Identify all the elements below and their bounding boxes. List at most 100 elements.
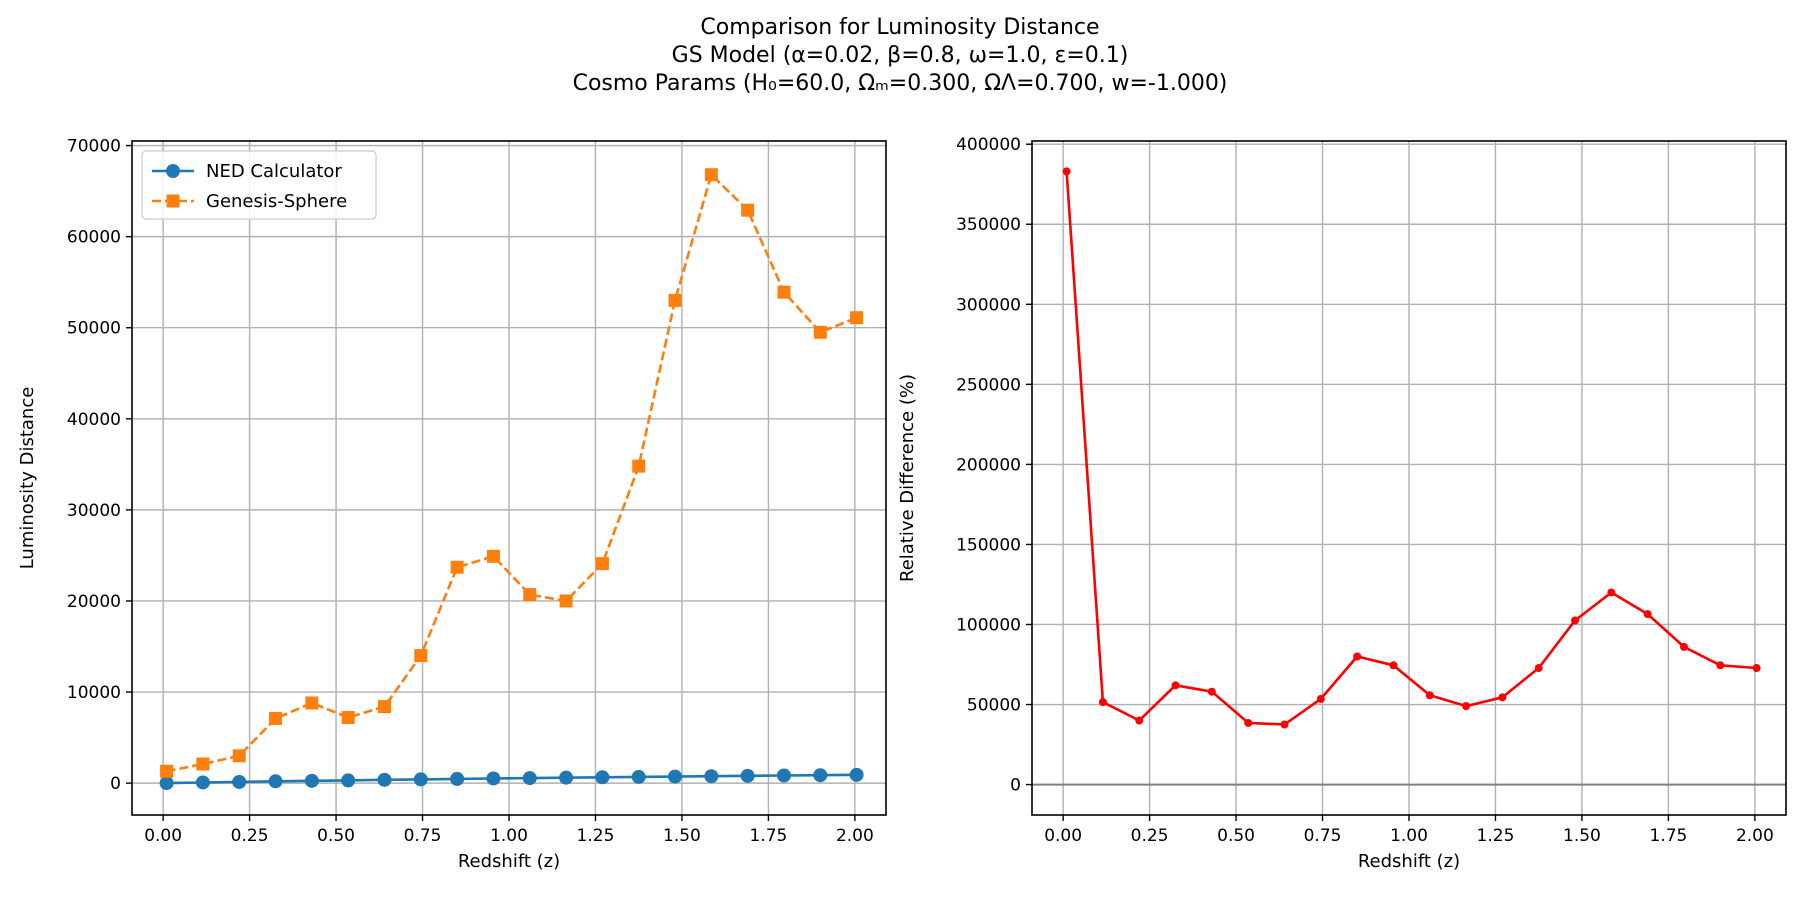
data-point	[232, 749, 246, 763]
data-point	[1171, 681, 1180, 690]
data-point	[595, 770, 610, 785]
data-point	[1316, 694, 1325, 703]
data-point	[413, 772, 428, 787]
series-line-1	[166, 173, 858, 773]
y-tick-label: 10000	[67, 683, 121, 703]
data-point	[1716, 661, 1725, 670]
data-point	[1244, 718, 1253, 727]
data-point	[1207, 687, 1216, 696]
x-tick-label: 0.50	[317, 826, 355, 846]
data-point	[1425, 691, 1434, 700]
legend: NED Calculator Genesis-Sphere	[141, 150, 377, 220]
x-tick-label: 0.50	[1217, 826, 1255, 846]
legend-label: NED Calculator	[206, 161, 342, 182]
y-axis-label: Luminosity Distance	[17, 387, 38, 570]
x-tick-label: 2.00	[1736, 826, 1774, 846]
figure-title-line-2: GS Model (α=0.02, β=0.8, ω=1.0, ε=0.1)	[671, 43, 1129, 68]
luminosity-distance-chart: 0.00 0.25 0.50 0.75 1.00 1.25 1.50 1.75 2.00 0 100…	[17, 137, 887, 872]
y-tick-label: 200000	[956, 455, 1021, 475]
data-point	[450, 771, 465, 786]
data-point	[268, 774, 283, 789]
data-point	[1098, 698, 1107, 707]
data-point	[1280, 720, 1289, 729]
y-axis-label: Relative Difference (%)	[897, 374, 918, 582]
data-point	[1679, 642, 1688, 651]
relative-difference-chart: 0.00 0.25 0.50 0.75 1.00 1.25 1.50 1.75 2.00 0 500…	[897, 135, 1787, 872]
data-point	[269, 711, 283, 725]
y-tick-label: 350000	[956, 215, 1021, 235]
x-tick-label: 2.00	[836, 826, 874, 846]
legend-marker	[166, 194, 180, 208]
data-point	[776, 768, 791, 783]
data-point	[450, 560, 464, 574]
data-point	[486, 771, 501, 786]
data-point	[195, 775, 210, 790]
data-point	[850, 311, 864, 325]
data-point	[668, 293, 682, 307]
x-axis-label: Redshift (z)	[458, 851, 560, 872]
data-point	[668, 769, 683, 784]
data-point	[631, 769, 646, 784]
legend-marker	[166, 164, 180, 178]
y-tick-label: 0	[1010, 776, 1021, 796]
data-point	[522, 771, 537, 786]
x-tick-label: 1.00	[1390, 826, 1428, 846]
x-tick-label: 0.00	[144, 826, 182, 846]
x-tick-label: 0.25	[1131, 826, 1169, 846]
x-axis-label: Redshift (z)	[1358, 851, 1460, 872]
y-tick-label: 20000	[67, 592, 121, 612]
data-point	[1135, 716, 1144, 725]
legend-box	[141, 150, 377, 220]
data-point	[559, 770, 574, 785]
series-line-0	[1065, 171, 1757, 726]
y-tick-label: 150000	[956, 535, 1021, 555]
data-point	[1389, 661, 1398, 670]
y-tick-label: 0	[110, 774, 121, 794]
data-point	[1607, 588, 1616, 597]
data-point	[304, 773, 319, 788]
figure-title-line-3: Cosmo Params (H₀=60.0, Ωₘ=0.300, ΩΛ=0.70…	[572, 71, 1228, 96]
y-tick-label: 40000	[67, 410, 121, 430]
data-point	[777, 285, 791, 299]
y-tick-label: 50000	[67, 319, 121, 339]
x-tick-label: 1.00	[490, 826, 528, 846]
data-point	[740, 768, 755, 783]
data-point	[1353, 652, 1362, 661]
data-point	[160, 764, 174, 778]
y-tick-label: 300000	[956, 295, 1021, 315]
data-point	[1571, 616, 1580, 625]
data-point	[414, 649, 428, 663]
x-tick-label: 0.75	[1304, 826, 1342, 846]
data-point	[704, 769, 719, 784]
data-point	[704, 168, 718, 182]
x-tick-label: 1.50	[1563, 826, 1601, 846]
y-tick-label: 400000	[956, 135, 1021, 155]
x-tick-label: 1.75	[749, 826, 787, 846]
data-point	[305, 696, 319, 710]
x-tick-label: 1.25	[577, 826, 615, 846]
data-point	[1462, 702, 1471, 711]
data-point	[813, 325, 827, 339]
data-point	[1498, 693, 1507, 702]
data-point	[341, 711, 355, 725]
data-point	[559, 594, 573, 608]
y-tick-label: 70000	[67, 137, 121, 157]
data-point	[523, 588, 537, 602]
data-point	[849, 767, 864, 782]
data-point	[196, 757, 210, 771]
data-point	[486, 549, 500, 563]
x-tick-label: 0.75	[404, 826, 442, 846]
data-point	[1534, 664, 1543, 673]
y-tick-label: 50000	[967, 696, 1021, 716]
data-point	[159, 776, 174, 791]
y-tick-label: 100000	[956, 615, 1021, 635]
x-tick-label: 1.50	[663, 826, 701, 846]
data-point	[741, 203, 755, 217]
x-tick-label: 0.25	[231, 826, 269, 846]
legend-label: Genesis-Sphere	[206, 191, 347, 212]
data-point	[377, 772, 392, 787]
data-point	[1643, 610, 1652, 619]
data-point	[813, 768, 828, 783]
y-tick-label: 30000	[67, 501, 121, 521]
